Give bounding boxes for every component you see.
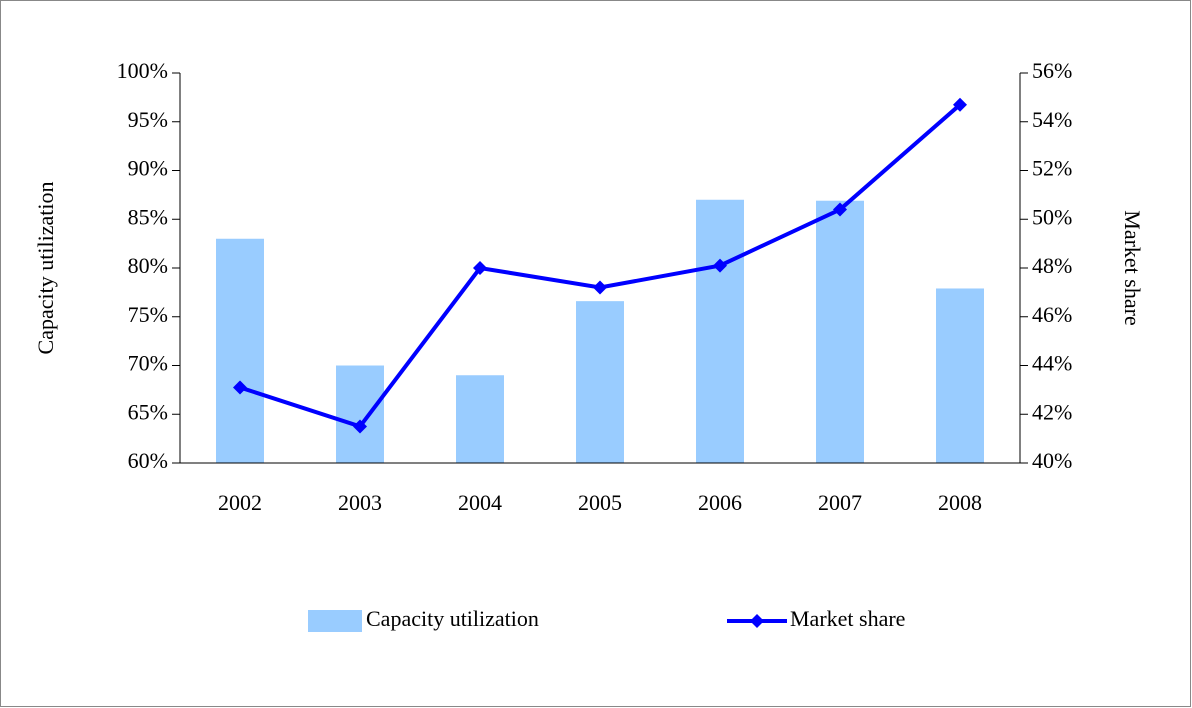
bar: [456, 375, 504, 463]
y-axis-label: Capacity utilization: [33, 182, 58, 355]
legend-swatch: [308, 610, 362, 632]
y2-tick-label: 50%: [1032, 204, 1072, 229]
legend-label: Market share: [790, 606, 905, 631]
y2-axis-label: Market share: [1120, 210, 1145, 325]
line-marker: [953, 97, 967, 112]
bar: [936, 288, 984, 463]
x-tick-label: 2004: [458, 490, 502, 515]
x-tick-label: 2002: [218, 490, 262, 515]
x-tick-label: 2006: [698, 490, 742, 515]
line-marker: [233, 380, 247, 395]
y2-tick-label: 48%: [1032, 253, 1072, 278]
y-tick-label: 95%: [128, 107, 168, 132]
legend-label: Capacity utilization: [366, 606, 539, 631]
y2-tick-label: 42%: [1032, 399, 1072, 424]
y-tick-label: 90%: [128, 156, 168, 181]
y-tick-label: 75%: [128, 302, 168, 327]
x-tick-label: 2003: [338, 490, 382, 515]
y2-tick-label: 54%: [1032, 107, 1072, 132]
line-marker: [473, 261, 487, 275]
line-marker: [833, 202, 847, 217]
y2-tick-label: 52%: [1032, 156, 1072, 181]
bar: [216, 238, 264, 463]
y-tick-label: 85%: [128, 204, 168, 229]
y-tick-label: 70%: [128, 351, 168, 376]
x-tick-label: 2005: [578, 490, 622, 515]
line-marker: [353, 419, 367, 434]
line-marker: [593, 280, 607, 295]
y2-tick-label: 40%: [1032, 448, 1072, 473]
y2-tick-label: 46%: [1032, 302, 1072, 327]
line-marker: [713, 258, 727, 273]
bar: [696, 199, 744, 463]
y-tick-label: 100%: [117, 58, 168, 83]
y2-tick-label: 44%: [1032, 351, 1072, 376]
bar: [816, 200, 864, 463]
y2-tick-label: 56%: [1032, 58, 1072, 83]
bar: [576, 301, 624, 463]
y-tick-label: 60%: [128, 448, 168, 473]
x-tick-label: 2007: [818, 490, 862, 515]
legend-marker: [750, 614, 764, 628]
x-tick-label: 2008: [938, 490, 982, 515]
y-tick-label: 65%: [128, 399, 168, 424]
y-tick-label: 80%: [128, 253, 168, 278]
bar: [336, 365, 384, 463]
